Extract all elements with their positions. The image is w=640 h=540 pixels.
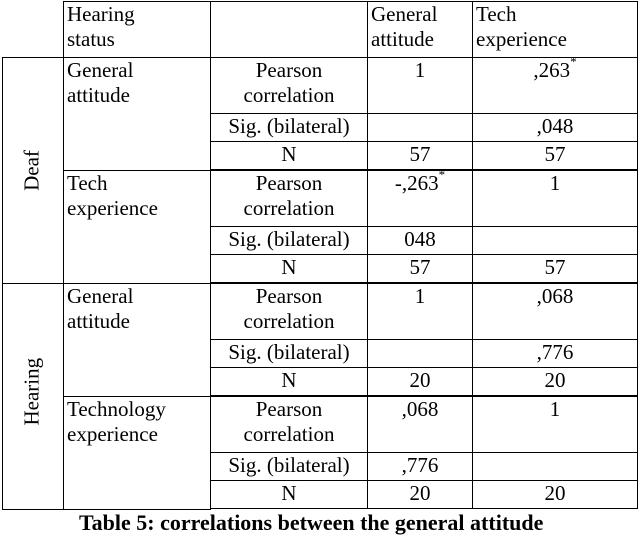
measure-label-sig: Sig. (bilateral) [210,339,368,368]
pearson-label-line1: Pearson [255,284,323,309]
header-tech-experience-line2: experience [476,27,567,51]
group-label-hearing: Hearing [2,283,64,510]
pearson-label-line2: correlation [243,309,335,333]
pearson-label-line1: Pearson [255,58,323,83]
n-value-a: 57 [367,254,473,283]
header-general-attitude-line1: General [371,2,438,27]
header-blank-cell [2,1,64,58]
table-row: Sig. (bilateral) ,776 [3,452,638,481]
header-measure-blank [210,1,368,58]
header-general-attitude: General attitude [367,1,473,58]
header-general-attitude-line2: attitude [371,27,434,51]
group-label-hearing-text: Hearing [19,357,44,426]
pearson-value-b-cell: ,263* [472,57,638,114]
pearson-label-line2: correlation [243,422,335,446]
table-row: Sig. (bilateral) ,776 [3,339,638,368]
measure-label-n: N [210,141,368,170]
variable-name-line1: Tech [67,171,108,196]
variable-name-line1: General [67,284,134,309]
sig-value-b: ,048 [472,113,638,142]
pearson-label-line1: Pearson [255,171,323,196]
table-row: Hearing General attitude Pearson correla… [2,283,638,510]
pearson-value-a: 1 [367,57,473,114]
sig-value-a: 048 [367,226,473,255]
n-value-b: 20 [472,367,638,396]
table-row: Tech experience Pearson correlation -,26… [3,170,638,284]
header-hearing-status-line2: status [67,27,115,51]
header-hearing-status-line1: Hearing [67,2,135,27]
group-label-deaf: Deaf [2,57,64,284]
pearson-value-b: 1 [472,396,638,453]
variable-name-line2: experience [67,422,158,446]
measure-label-sig: Sig. (bilateral) [210,452,368,481]
sig-value-b [472,226,638,255]
n-value-b: 57 [472,254,638,283]
pearson-value-a: -,263 [394,171,439,196]
n-value-b: 57 [472,141,638,170]
n-value-a: 20 [367,367,473,396]
table-row: Sig. (bilateral) 048 [3,226,638,255]
measure-label-sig: Sig. (bilateral) [210,226,368,255]
header-tech-experience: Tech experience [472,1,638,58]
significance-mark: * [570,57,577,69]
variable-name-line1: Technology [67,397,166,421]
pearson-value-a: ,068 [367,396,473,453]
sig-value-a: ,776 [367,452,473,481]
measure-label-pearson: Pearson correlation [210,170,368,227]
pearson-value-b: ,068 [472,283,638,340]
correlation-table: Hearing status General attitude Tech exp… [2,1,638,510]
pearson-value-b: 1 [472,170,638,227]
sig-value-b: ,776 [472,339,638,368]
n-value-a: 57 [367,141,473,170]
header-hearing-status: Hearing status [63,1,211,58]
group-label-deaf-text: Deaf [19,150,44,191]
pearson-value-b: ,263 [533,58,571,83]
pearson-value-a-cell: -,263* [367,170,473,227]
measure-label-sig: Sig. (bilateral) [210,113,368,142]
table-row: N 20 20 [3,367,638,396]
variable-name: General attitude [63,57,211,171]
pearson-label-line1: Pearson [255,397,323,422]
pearson-label-line2: correlation [243,196,335,220]
table-row: Deaf General attitude Pearson correlatio… [2,57,638,284]
table-caption: Table 5: correlations between the genera… [79,510,544,535]
measure-label-n: N [210,480,368,509]
variable-name-line2: experience [67,196,158,220]
pearson-value-a: 1 [367,283,473,340]
variable-name: General attitude [63,283,211,397]
table-row: N 57 57 [3,141,638,170]
n-value-b: 20 [472,480,638,509]
table-row: Technology experience Pearson correlatio… [3,396,638,510]
measure-label-pearson: Pearson correlation [210,283,368,340]
sig-value-b [472,452,638,481]
pearson-label-line2: correlation [243,83,335,107]
significance-mark: * [438,170,446,182]
measure-label-n: N [210,254,368,283]
sig-value-a [367,339,473,368]
n-value-a: 20 [367,480,473,509]
variable-name: Tech experience [63,170,211,284]
measure-label-pearson: Pearson correlation [210,396,368,453]
table-row: N 57 57 [3,254,638,283]
variable-name-line1: General [67,58,134,83]
variable-name: Technology experience [63,396,211,510]
sig-value-a [367,113,473,142]
header-row: Hearing status General attitude Tech exp… [2,1,638,58]
variable-name-line2: attitude [67,309,130,333]
header-tech-experience-line1: Tech [476,2,517,27]
measure-label-pearson: Pearson correlation [210,57,368,114]
variable-name-line2: attitude [67,83,130,107]
measure-label-n: N [210,367,368,396]
table-row: N 20 20 [3,480,638,509]
